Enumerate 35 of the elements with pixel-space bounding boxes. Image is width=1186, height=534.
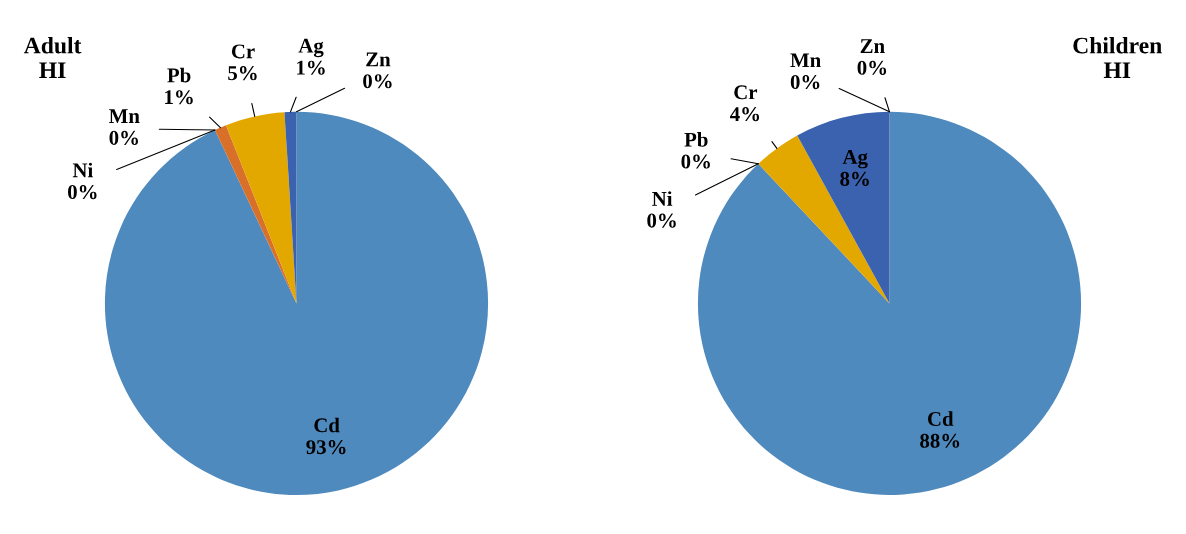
slice-label: Pb [167, 67, 191, 83]
category-label: Zn [860, 39, 885, 53]
category-label: Ni [652, 191, 673, 206]
chart-title: Adult HI [23, 36, 82, 78]
category-label: Mn [790, 53, 821, 68]
pie-slice [104, 111, 489, 495]
category-label: Zn [366, 52, 391, 67]
pie-slice [225, 112, 297, 304]
data-label: 1% [165, 90, 193, 105]
slice-label: Cr [231, 44, 255, 59]
data-label: 8% [840, 171, 869, 186]
slice-label: Cr [734, 85, 758, 100]
text: 0% [681, 154, 710, 169]
data-label: 93% [306, 440, 346, 455]
data-label: 4% [730, 107, 760, 122]
text: 0% [68, 185, 97, 200]
text: 0% [790, 75, 820, 90]
legend-label: Mn [109, 109, 140, 123]
pie-slice [758, 135, 890, 304]
slice-label: Cd [927, 411, 954, 426]
data-label: 1% [297, 60, 325, 75]
category-label: Ni [72, 162, 93, 178]
pie-slice [797, 111, 890, 304]
text: 0% [647, 213, 676, 228]
data-label: 88% [920, 433, 960, 448]
text: 0% [109, 130, 138, 145]
text: 0% [857, 60, 887, 75]
pie-slice [284, 111, 297, 304]
chart-title: Children HI [1073, 36, 1162, 78]
slice-label: Ag [842, 149, 868, 169]
category-label: Pb [684, 132, 708, 147]
data-label: 5% [228, 66, 257, 81]
text: 0% [363, 74, 392, 89]
slice-label: Cd [314, 417, 340, 433]
slice-label: Ag [298, 38, 324, 58]
